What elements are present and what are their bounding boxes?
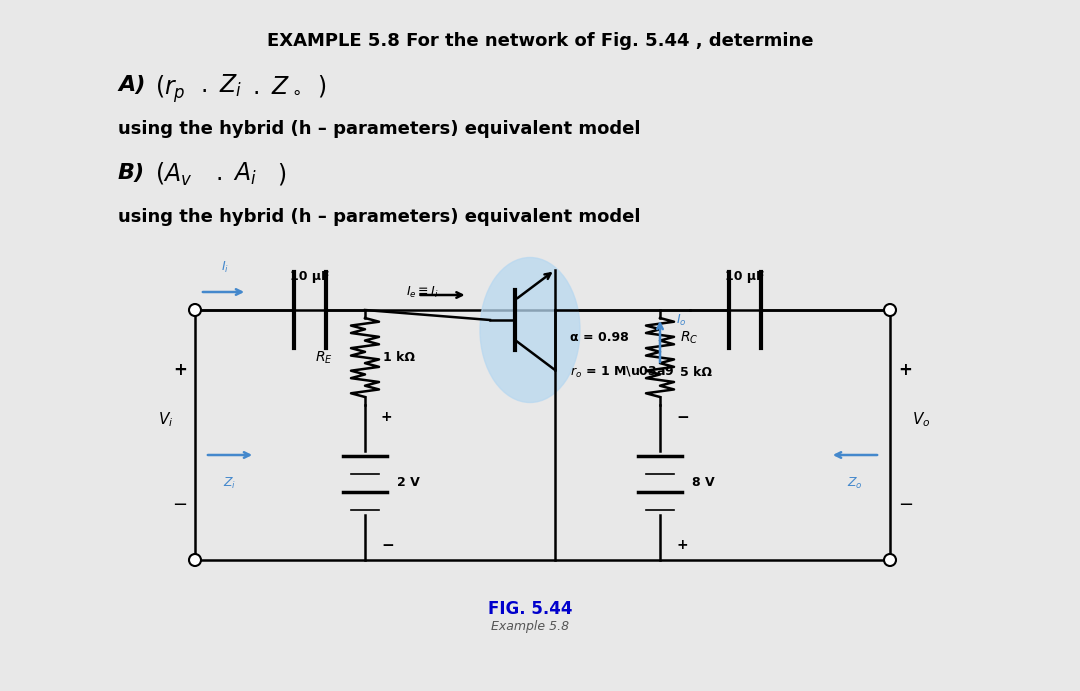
Text: using the hybrid (h – parameters) equivalent model: using the hybrid (h – parameters) equiva… — [118, 208, 640, 226]
Text: 10 μF: 10 μF — [726, 270, 765, 283]
Ellipse shape — [480, 258, 580, 402]
Circle shape — [189, 304, 201, 316]
Text: $.\ A_i$: $.\ A_i$ — [215, 161, 257, 187]
Text: 5 kΩ: 5 kΩ — [680, 366, 712, 379]
Text: 10 μF: 10 μF — [291, 270, 329, 283]
Text: B): B) — [118, 163, 145, 183]
Text: $\ )$: $\ )$ — [310, 73, 327, 99]
Text: $( A_v$: $( A_v$ — [156, 161, 192, 188]
Text: $I_e \equiv I_i$: $I_e \equiv I_i$ — [406, 285, 438, 300]
Text: −: − — [676, 410, 689, 424]
Text: A): A) — [118, 75, 146, 95]
Text: $Z_o$: $Z_o$ — [847, 475, 863, 491]
Text: $Z_i$: $Z_i$ — [224, 475, 237, 491]
Text: $I_i$: $I_i$ — [221, 260, 229, 275]
Text: −: − — [172, 496, 187, 514]
Text: $V_o$: $V_o$ — [912, 410, 931, 429]
Text: 1 kΩ: 1 kΩ — [383, 351, 415, 364]
Text: Example 5.8: Example 5.8 — [491, 620, 569, 633]
Text: $.\ Z_\circ$: $.\ Z_\circ$ — [252, 73, 301, 97]
Text: using the hybrid (h – parameters) equivalent model: using the hybrid (h – parameters) equiva… — [118, 120, 640, 138]
Text: $R_C$: $R_C$ — [680, 330, 699, 346]
Text: +: + — [897, 361, 912, 379]
Text: 2 V: 2 V — [397, 476, 420, 489]
Text: $\ )$: $\ )$ — [270, 161, 287, 187]
Text: −: − — [381, 538, 394, 553]
Text: +: + — [381, 410, 393, 424]
Text: EXAMPLE 5.8 For the network of Fig. 5.44 , determine: EXAMPLE 5.8 For the network of Fig. 5.44… — [267, 32, 813, 50]
Circle shape — [885, 554, 896, 566]
Circle shape — [189, 554, 201, 566]
Text: α = 0.98: α = 0.98 — [570, 331, 629, 344]
Text: $R_E$: $R_E$ — [315, 349, 333, 366]
Text: $V_i$: $V_i$ — [158, 410, 173, 429]
Text: 8 V: 8 V — [692, 476, 715, 489]
Text: $I_o$: $I_o$ — [676, 312, 687, 328]
Text: +: + — [676, 538, 688, 552]
Text: +: + — [173, 361, 187, 379]
Text: $r_o$ = 1 M\u03a9: $r_o$ = 1 M\u03a9 — [570, 365, 675, 380]
Circle shape — [885, 304, 896, 316]
Text: $.\ Z_i$: $.\ Z_i$ — [200, 73, 243, 100]
Text: −: − — [897, 496, 913, 514]
Text: $(r_p$: $(r_p$ — [156, 73, 186, 105]
Text: FIG. 5.44: FIG. 5.44 — [488, 600, 572, 618]
